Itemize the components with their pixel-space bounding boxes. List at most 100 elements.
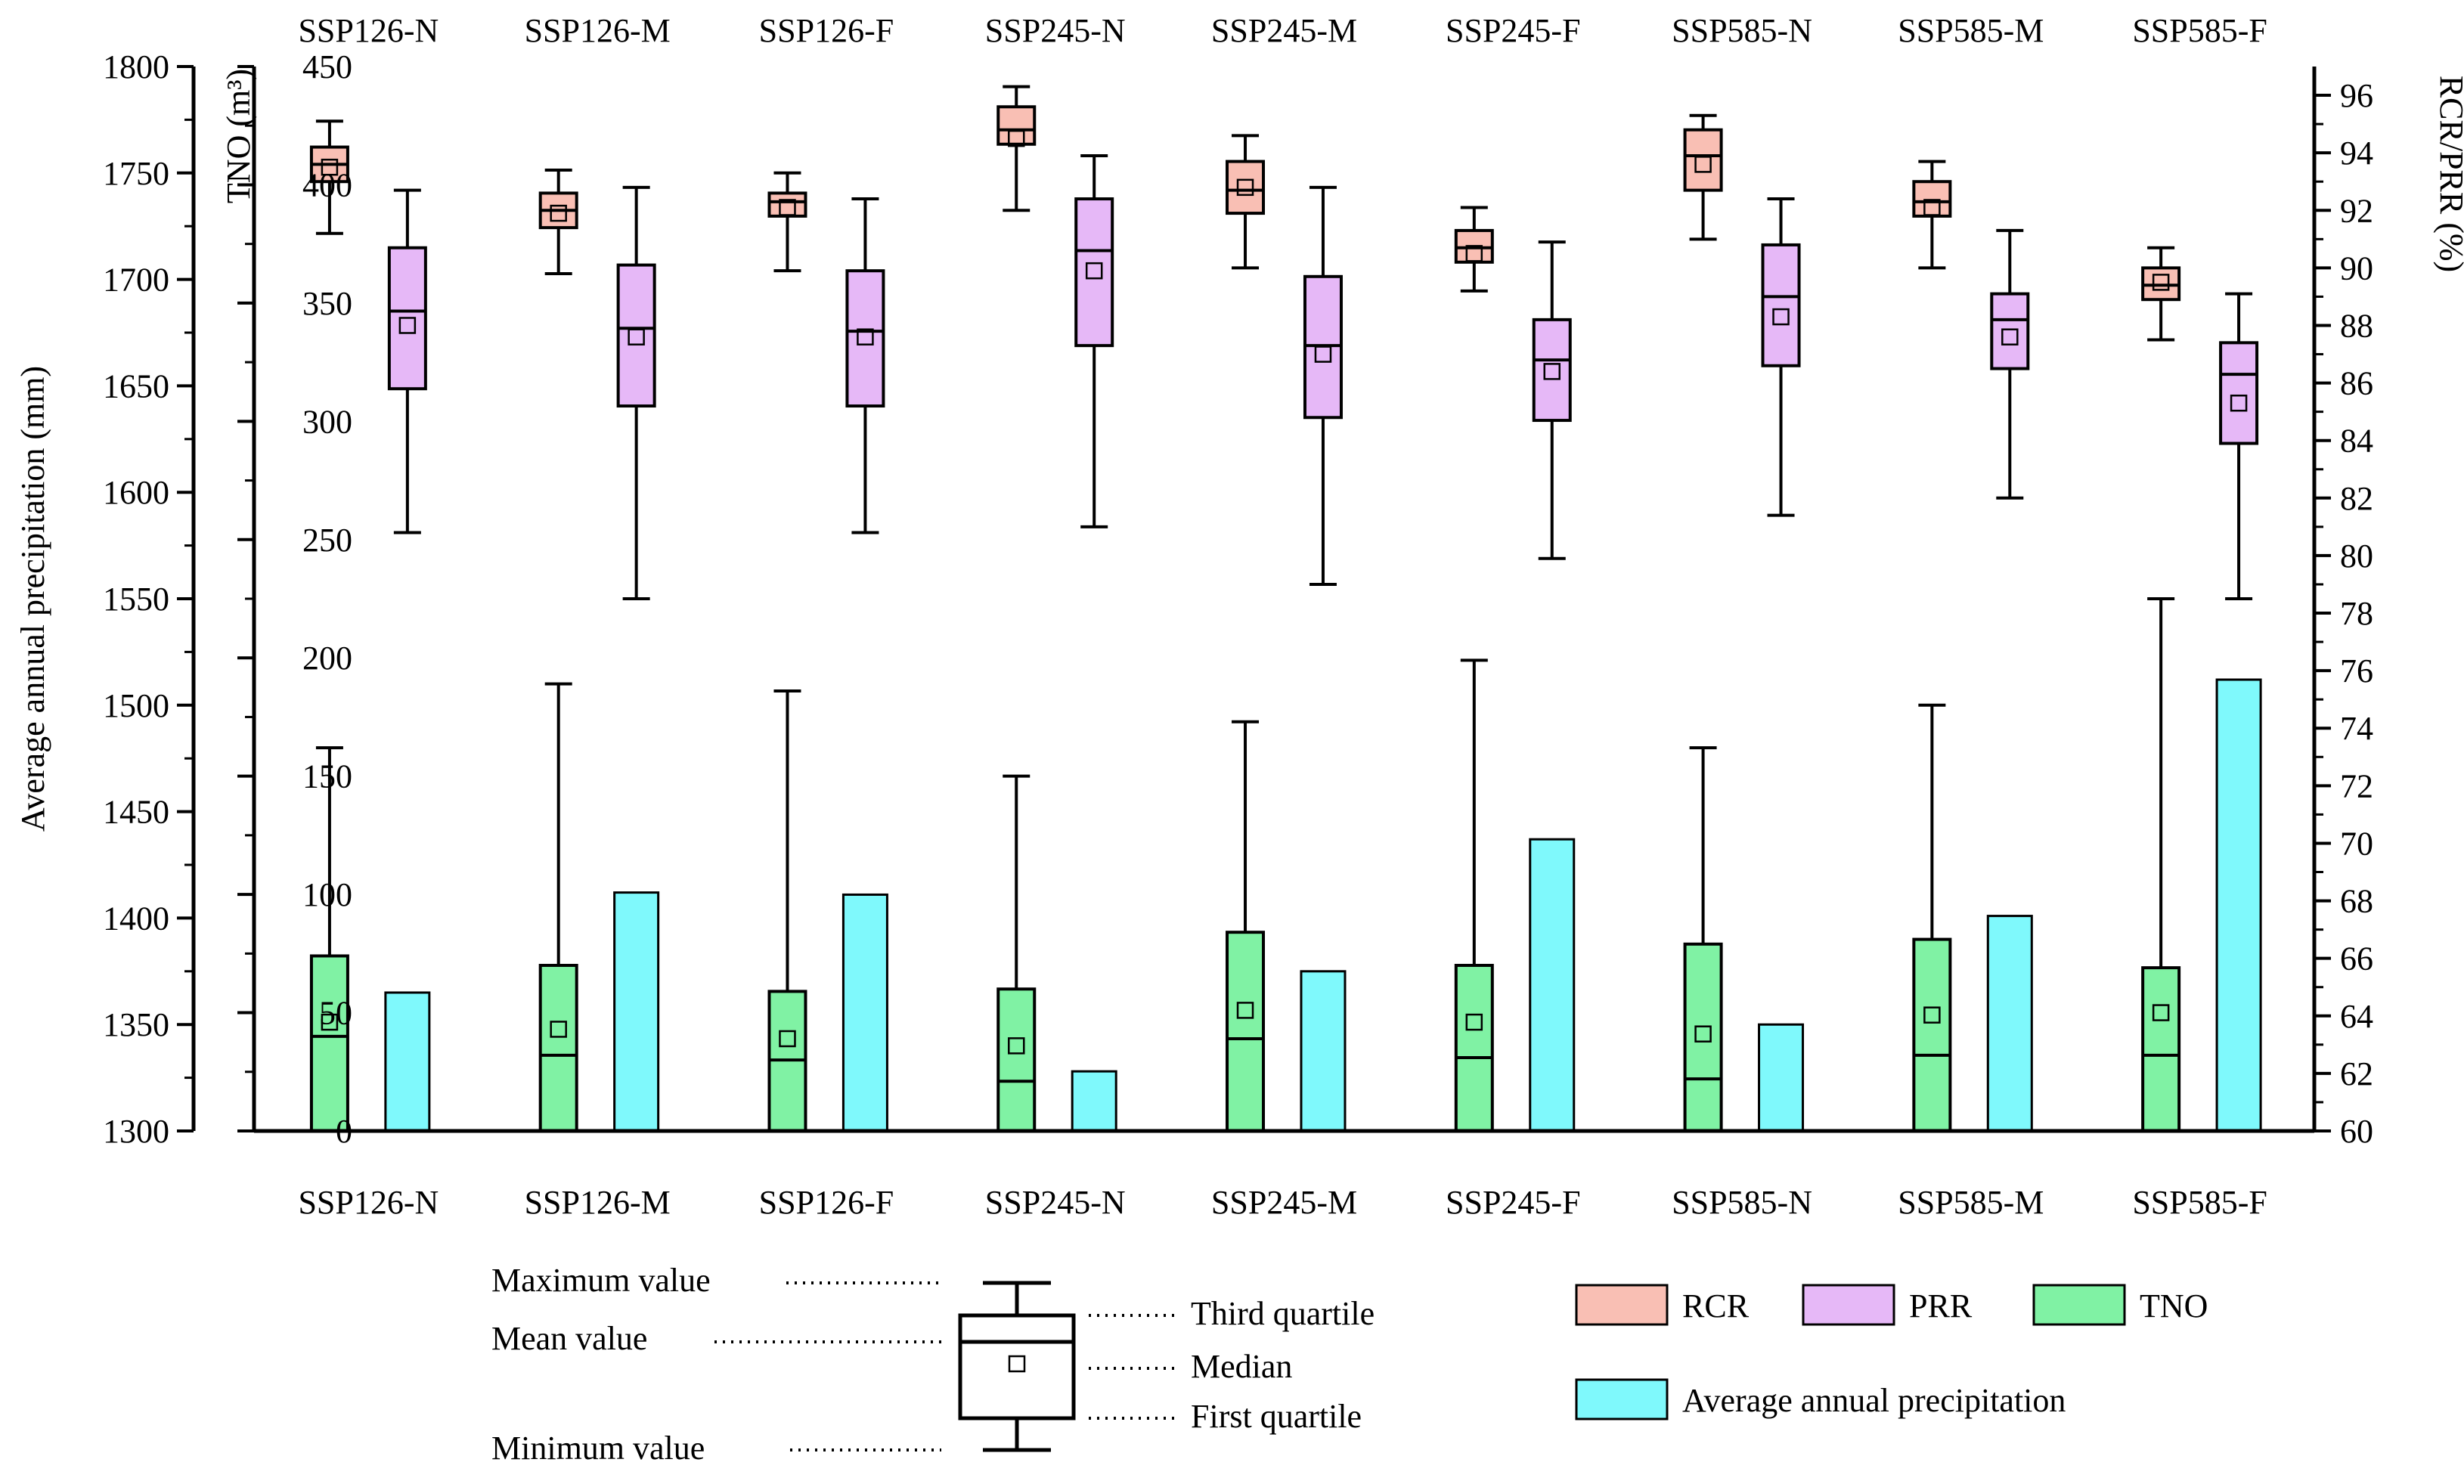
- rcr-box-8: [2141, 246, 2181, 342]
- prr-box-6: [1761, 197, 1801, 517]
- tno-box-8: [2141, 597, 2181, 1133]
- rcr-box-2-mean-marker: [779, 199, 796, 216]
- tno-tick-label: 350: [302, 285, 352, 322]
- precip-bar-6: [1758, 1023, 1805, 1132]
- prr-box-7-mean-marker: [2001, 328, 2019, 345]
- tno-box-2: [767, 689, 807, 1132]
- tno-box-0-mean-marker: [321, 1013, 339, 1031]
- prr-box-4: [1303, 185, 1343, 586]
- legend-label-3: Average annual precipitation: [1682, 1382, 2066, 1419]
- ratio-tick-label: 78: [2340, 595, 2373, 632]
- tno-tick-label: 400: [302, 166, 352, 203]
- rcr-box-3-iqr-box: [996, 105, 1037, 146]
- guide-max-text: Maximum value: [491, 1262, 711, 1299]
- tno-box-4: [1226, 720, 1266, 1132]
- precip-tick-label: 1450: [103, 794, 169, 831]
- precip-bar-1: [613, 891, 660, 1132]
- rcr-box-5: [1454, 206, 1494, 293]
- tno-tick-label: 250: [302, 522, 352, 559]
- guide-q1-text: First quartile: [1191, 1398, 1362, 1435]
- precip-tick-label: 1650: [103, 367, 169, 404]
- ratio-tick-label: 84: [2340, 423, 2373, 460]
- rcr-box-1-mean-marker: [550, 204, 567, 222]
- tno-box-5: [1454, 658, 1494, 1132]
- tno-box-2-mean-marker: [779, 1030, 796, 1048]
- legend-label-0: RCR: [1682, 1287, 1750, 1324]
- bottom-category-label: SSP126-F: [759, 1184, 894, 1221]
- axes: [177, 65, 2331, 1133]
- ratio-tick-label: 76: [2340, 652, 2373, 689]
- ratio-tick-label: 94: [2340, 135, 2373, 172]
- precip-tick-label: 1300: [103, 1113, 169, 1150]
- prr-box-8-iqr-box: [2219, 341, 2259, 445]
- rcr-box-6-iqr-box: [1683, 128, 1723, 192]
- ratio-tick-label: 62: [2340, 1055, 2373, 1092]
- rcr-box-3: [996, 85, 1037, 212]
- prr-box-5: [1532, 240, 1572, 560]
- rcr-box-4: [1226, 134, 1266, 270]
- plot-area: [309, 85, 2262, 1133]
- precip-bar-2: [841, 893, 888, 1132]
- rcr-box-0: [309, 119, 349, 235]
- rcr-box-4-iqr-box: [1226, 160, 1266, 215]
- prr-box-1-mean-marker: [628, 328, 645, 345]
- prr-box-0: [387, 188, 427, 534]
- rcr-box-5-mean-marker: [1465, 245, 1483, 262]
- precip-bar-3: [1071, 1070, 1117, 1132]
- guide-mean-text: Mean value: [491, 1320, 647, 1357]
- tno-box-4-iqr-box: [1226, 931, 1266, 1132]
- tno-box-4-mean-marker: [1236, 1002, 1254, 1019]
- precip-tick-label: 1400: [103, 900, 169, 937]
- tno-box-3-iqr-box: [996, 987, 1037, 1133]
- ratio-tick-label: 96: [2340, 77, 2373, 114]
- tno-box-1-iqr-box: [538, 963, 578, 1132]
- precip-axis-title: Average annual precipitation (mm): [14, 366, 51, 832]
- tno-box-3-mean-marker: [1008, 1037, 1025, 1055]
- tno-box-7-mean-marker: [1923, 1006, 1941, 1024]
- ratio-axis-title: RCR/PRR (%): [2433, 76, 2464, 272]
- guide-min-text: Minimum value: [491, 1430, 705, 1467]
- rcr-box-8-mean-marker: [2152, 274, 2170, 291]
- rcr-box-7: [1912, 160, 1952, 270]
- tno-tick-label: 150: [302, 758, 352, 795]
- bottom-category-label: SSP126-M: [525, 1184, 671, 1221]
- prr-box-8: [2219, 292, 2259, 600]
- prr-box-6-mean-marker: [1772, 308, 1790, 326]
- precip-bar-5: [1529, 838, 1576, 1132]
- top-category-label: SSP245-M: [1211, 12, 1357, 49]
- rcr-box-2-iqr-box: [767, 191, 807, 218]
- precip-tick-label: 1800: [103, 48, 169, 85]
- top-category-label: SSP585-F: [2132, 12, 2267, 49]
- tno-box-6: [1683, 746, 1723, 1132]
- bottom-category-label: SSP585-N: [1672, 1184, 1812, 1221]
- tno-box-8-iqr-box: [2141, 966, 2181, 1133]
- precip-tick-label: 1350: [103, 1006, 169, 1043]
- precip-tick-label: 1500: [103, 687, 169, 724]
- ratio-tick-label: 72: [2340, 767, 2373, 804]
- ratio-tick-label: 92: [2340, 192, 2373, 229]
- ratio-tick-label: 70: [2340, 825, 2373, 862]
- tno-tick-label: 0: [336, 1113, 352, 1150]
- top-category-label: SSP126-N: [298, 12, 439, 49]
- tno-box-6-iqr-box: [1683, 942, 1723, 1132]
- tno-box-3: [996, 774, 1037, 1133]
- precip-tick-label: 1700: [103, 262, 169, 299]
- prr-box-2-mean-marker: [857, 328, 874, 345]
- bottom-category-label: SSP245-F: [1446, 1184, 1581, 1221]
- box-guide: Maximum value Mean value Minimum value Thir…: [491, 1262, 1375, 1467]
- tno-box-8-mean-marker: [2152, 1004, 2170, 1021]
- prr-box-7-iqr-box: [1990, 292, 2030, 370]
- top-category-label: SSP245-F: [1446, 12, 1581, 49]
- prr-box-5-iqr-box: [1532, 318, 1572, 423]
- prr-box-0-mean-marker: [398, 317, 417, 334]
- prr-box-1-iqr-box: [616, 263, 656, 408]
- tno-box-1-mean-marker: [550, 1021, 567, 1038]
- tno-box-1: [538, 682, 578, 1132]
- prr-box-4-mean-marker: [1314, 345, 1332, 363]
- prr-box-5-mean-marker: [1543, 363, 1561, 380]
- legend-swatch-3: [1575, 1378, 1669, 1420]
- tno-box-0: [309, 746, 349, 1133]
- ratio-tick-label: 74: [2340, 710, 2373, 747]
- precip-bar-4: [1300, 970, 1347, 1132]
- top-category-label: SSP126-F: [759, 12, 894, 49]
